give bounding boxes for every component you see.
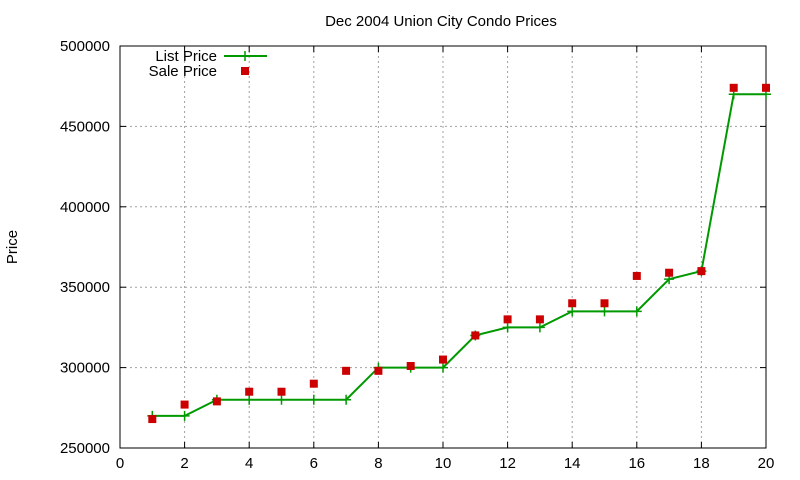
sale-price-point <box>374 366 383 375</box>
list-price-point <box>599 306 610 317</box>
x-tick-label: 4 <box>245 455 253 472</box>
legend-label-list-price: List Price <box>155 48 217 65</box>
legend-marker-list-price <box>240 51 250 61</box>
sale-price-point <box>406 361 415 370</box>
list-price-point <box>244 394 255 405</box>
y-tick-label: 450000 <box>60 118 110 135</box>
x-tick-label: 20 <box>758 455 775 472</box>
list-price-point <box>438 362 448 373</box>
list-price-point <box>179 410 190 421</box>
sale-price-point <box>762 83 770 92</box>
y-tick-label: 500000 <box>60 38 110 55</box>
y-axis: 250000 300000 350000 400000 450000 500000 <box>60 38 766 457</box>
sale-price-point <box>277 387 286 396</box>
x-tick-label: 16 <box>628 455 645 472</box>
list-price-point <box>567 306 578 317</box>
y-axis-label: Price <box>4 230 21 264</box>
x-tick-label: 2 <box>180 455 188 472</box>
x-tick-label: 6 <box>310 455 318 472</box>
sale-price-point <box>180 400 189 409</box>
x-tick-label: 10 <box>435 455 452 472</box>
y-tick-label: 300000 <box>60 360 110 377</box>
sale-price-point <box>632 271 641 280</box>
y-tick-label: 350000 <box>60 279 110 296</box>
sale-price-point <box>568 299 577 308</box>
chart-title: Dec 2004 Union City Condo Prices <box>325 13 557 30</box>
list-price-point <box>502 322 513 333</box>
x-tick-label: 18 <box>693 455 710 472</box>
list-price-point <box>534 322 545 333</box>
series-layer <box>147 83 771 424</box>
x-tick-label: 0 <box>116 455 124 472</box>
sale-price-point <box>309 379 318 388</box>
sale-price-point <box>665 268 674 277</box>
list-price-line <box>152 93 766 417</box>
x-tick-label: 14 <box>564 455 581 472</box>
y-tick-label: 250000 <box>60 440 110 457</box>
list-price-point <box>308 394 319 405</box>
sale-price-point <box>471 331 480 340</box>
sale-price-point <box>535 315 544 324</box>
sale-price-point <box>245 387 254 396</box>
x-tick-label: 8 <box>374 455 382 472</box>
sale-price-point <box>212 397 221 406</box>
list-price-point <box>341 394 352 405</box>
sale-price-point <box>600 299 609 308</box>
list-price-point <box>276 394 287 405</box>
sale-price-point <box>503 315 512 324</box>
sale-price-point <box>148 415 157 424</box>
sale-price-point <box>697 267 706 276</box>
grid <box>120 46 766 448</box>
sale-price-point <box>342 366 351 375</box>
sale-price-point <box>439 355 447 364</box>
legend-swatch-sale-price <box>241 67 249 75</box>
sale-price-point <box>729 83 738 92</box>
legend-label-sale-price: Sale Price <box>149 63 217 80</box>
list-price-point <box>631 306 642 317</box>
x-tick-label: 12 <box>499 455 516 472</box>
x-axis: 0 2 4 6 8 10 12 14 16 18 20 <box>116 46 775 472</box>
y-tick-label: 400000 <box>60 199 110 216</box>
